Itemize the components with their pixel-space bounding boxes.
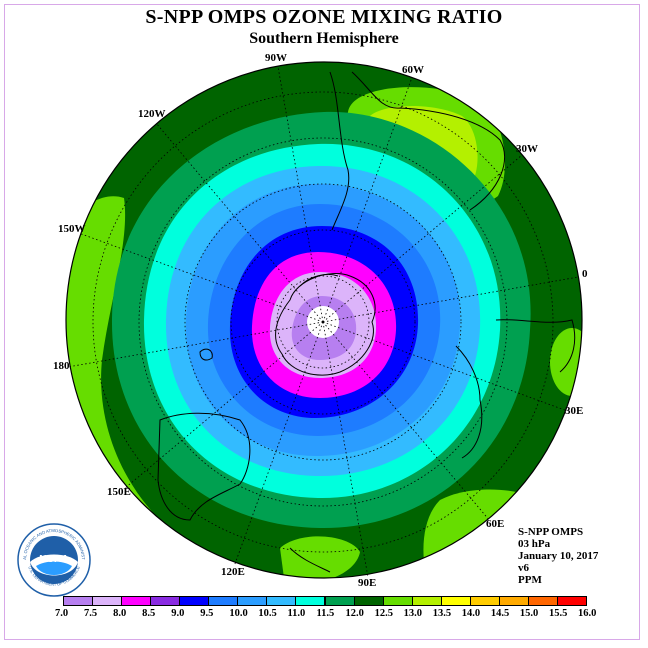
colorbar-swatch xyxy=(179,596,210,606)
map-title: S-NPP OMPS OZONE MIXING RATIO xyxy=(145,6,503,28)
south-america-coast xyxy=(329,71,350,231)
info-instrument: S-NPP OMPS xyxy=(518,526,584,538)
lon-label-120w: 120W xyxy=(138,108,166,120)
colorbar-tick-label: 8.0 xyxy=(113,608,127,619)
field-lobe-east xyxy=(550,328,582,396)
colorbar-tick-label: 9.5 xyxy=(200,608,214,619)
colorbar-tick-label: 7.0 xyxy=(55,608,69,619)
meridian-line xyxy=(80,233,324,323)
graticule xyxy=(92,91,554,553)
meridian-line xyxy=(234,321,324,565)
meridian-line xyxy=(322,321,490,520)
field-lobe-south xyxy=(280,536,360,578)
map-boundary xyxy=(65,61,583,579)
islands-south xyxy=(289,547,331,573)
meridian-line xyxy=(322,321,566,411)
lon-label-180: 180 xyxy=(53,360,70,372)
australia-coast xyxy=(157,412,251,521)
meridian-line xyxy=(125,321,324,489)
meridian-line xyxy=(156,124,324,323)
colorbar-swatch xyxy=(237,596,268,606)
colorbar-tick-label: 12.5 xyxy=(374,608,393,619)
colorbar-tick-label: 9.0 xyxy=(171,608,185,619)
lon-label-90w: 90W xyxy=(265,52,287,64)
colorbar-swatch xyxy=(63,596,94,606)
colorbar-tick-label: 8.5 xyxy=(142,608,156,619)
meridian-line xyxy=(322,321,369,577)
colorbar-tick-label: 11.0 xyxy=(287,608,306,619)
colorbar-tick-label: 14.0 xyxy=(461,608,481,619)
madagascar-coast xyxy=(455,345,483,459)
lon-label-30w: 30W xyxy=(516,143,538,155)
colorbar-tick-label: 16.0 xyxy=(578,608,597,619)
noaa-logo: NOAA NATIONAL OCEANIC AND ATMOSPHERIC AD… xyxy=(16,522,91,597)
colorbar-swatch xyxy=(295,596,326,606)
lat-ring-40 xyxy=(92,91,554,553)
lat-ring-50 xyxy=(138,137,508,507)
africa-south-coast xyxy=(495,319,576,373)
colorbar-swatch xyxy=(411,596,442,606)
lat-ring-60 xyxy=(184,183,462,461)
new-zealand-coast xyxy=(199,348,213,361)
map-subtitle: Southern Hemisphere xyxy=(249,30,399,47)
lon-label-120e: 120E xyxy=(221,566,245,578)
meridian-line xyxy=(68,321,324,368)
colorbar-tick-label: 12.0 xyxy=(345,608,364,619)
colorbar-swatch xyxy=(150,596,181,606)
lat-ring-80 xyxy=(276,275,370,369)
info-level: 03 hPa xyxy=(518,538,551,550)
colorbar-tick-label: 13.0 xyxy=(403,608,423,619)
lat-ring-70 xyxy=(230,229,416,415)
colorbar-swatch xyxy=(527,596,558,606)
coastlines xyxy=(157,71,576,573)
colorbar-swatch xyxy=(266,596,297,606)
info-date: January 10, 2017 xyxy=(518,550,599,562)
colorbar-tick-label: 10.0 xyxy=(229,608,248,619)
meridian-line xyxy=(322,276,578,323)
colorbar-swatch xyxy=(440,596,471,606)
meridian-line xyxy=(322,79,412,323)
colorbar-tick-label: 15.0 xyxy=(519,608,539,619)
south-america-east-coast xyxy=(351,71,505,211)
info-version: v6 xyxy=(518,562,529,574)
lon-label-30e: 30E xyxy=(565,405,584,417)
colorbar-tick-label: 14.5 xyxy=(490,608,510,619)
antarctica-coast xyxy=(275,272,376,376)
colorbar-swatch xyxy=(92,596,123,606)
meridian-line xyxy=(277,67,324,323)
colorbar-swatch xyxy=(208,596,239,606)
colorbar-tick-label: 15.5 xyxy=(548,608,568,619)
colorbar-swatch xyxy=(121,596,152,606)
lon-label-90e: 90E xyxy=(358,577,377,589)
colorbar-tick-label: 11.5 xyxy=(316,608,335,619)
colorbar-swatch xyxy=(382,596,413,606)
colorbar-tick-label: 7.5 xyxy=(84,608,98,619)
lon-label-150e: 150E xyxy=(107,486,131,498)
meridian-line xyxy=(322,155,521,323)
colorbar-tick-label: 10.5 xyxy=(258,608,277,619)
lon-label-150w: 150W xyxy=(58,223,86,235)
lon-label-60e: 60E xyxy=(486,518,505,530)
colorbar-swatch xyxy=(556,596,587,606)
colorbar-swatch xyxy=(324,596,355,606)
colorbar-tick-label: 13.5 xyxy=(432,608,452,619)
info-units: PPM xyxy=(518,574,542,586)
figure-frame xyxy=(4,4,640,640)
noaa-logo-text: NOAA xyxy=(39,554,68,565)
antarctic-peninsula xyxy=(299,273,339,287)
ozone-field xyxy=(66,62,582,578)
colorbar-swatch xyxy=(469,596,500,606)
meridians xyxy=(68,67,578,577)
lon-label-0: 0 xyxy=(582,268,588,280)
colorbar-swatch xyxy=(353,596,384,606)
colorbar-swatch xyxy=(498,596,529,606)
lon-label-60w: 60W xyxy=(402,64,424,76)
